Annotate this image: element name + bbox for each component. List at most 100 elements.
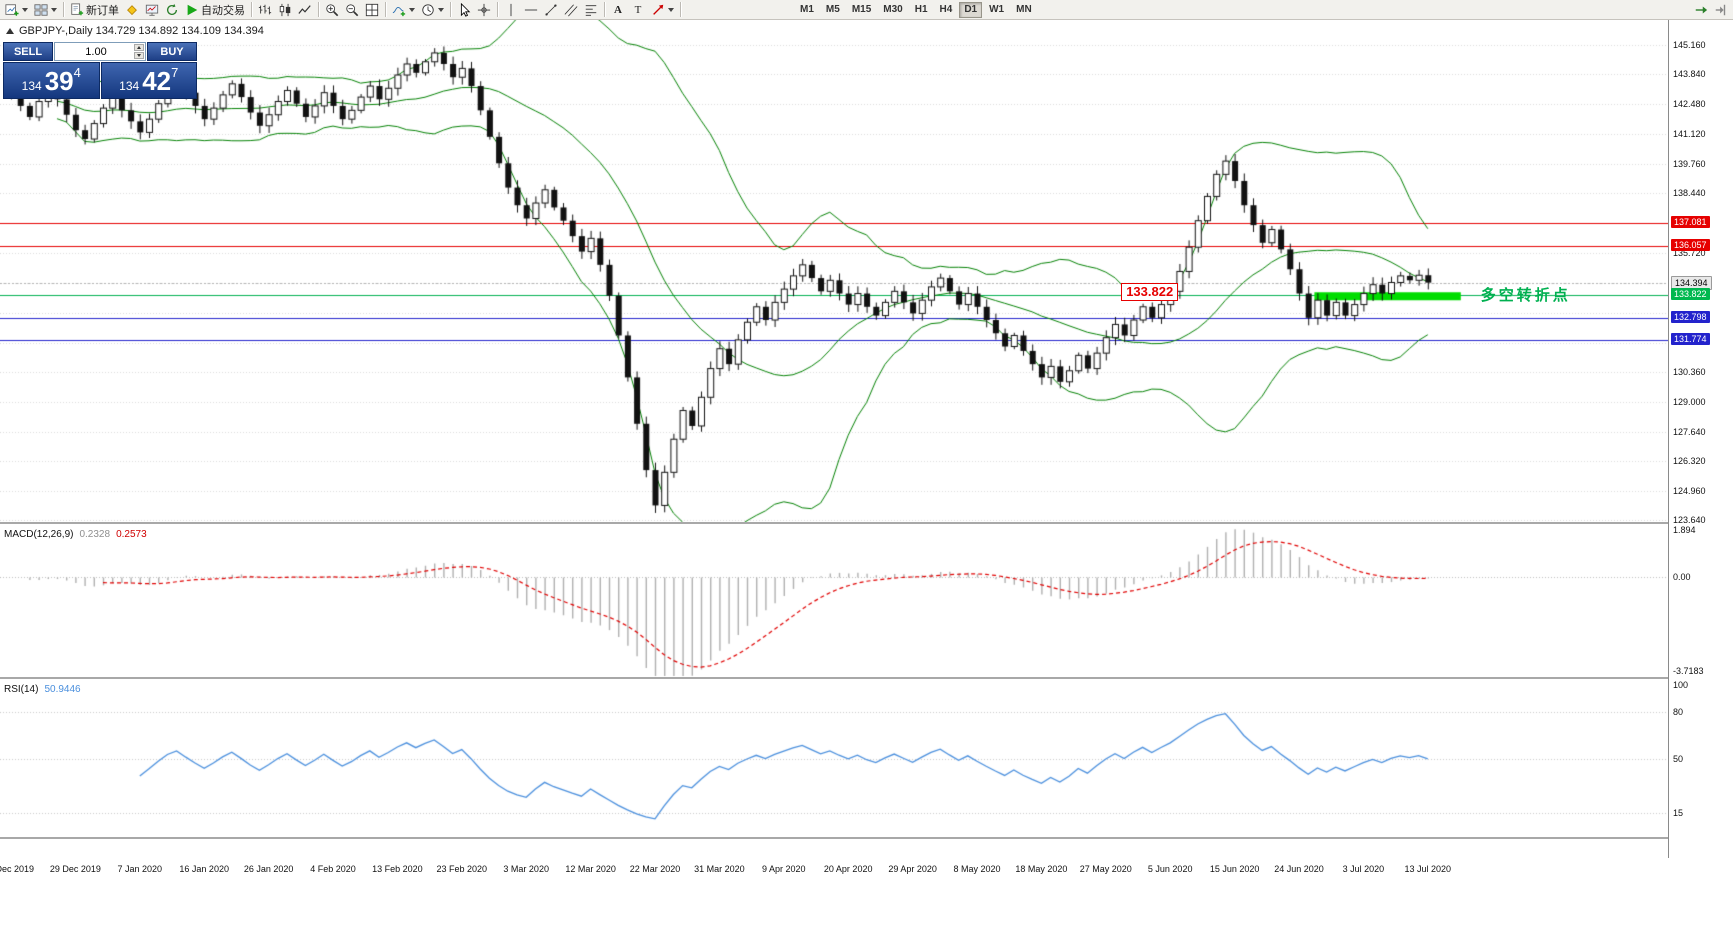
sell-price-pips: 39	[44, 65, 74, 96]
tile-windows-button[interactable]	[362, 1, 382, 19]
rsi-name: RSI(14)	[4, 684, 39, 695]
symbol-ohlc-text: GBPJPY-,Daily 134.729 134.892 134.109 13…	[19, 25, 264, 37]
tf-button-h1[interactable]: H1	[910, 2, 933, 18]
tf-button-h4[interactable]: H4	[935, 2, 958, 18]
tf-button-m1[interactable]: M1	[795, 2, 819, 18]
price-tick: 141.120	[1673, 129, 1706, 140]
date-label: 22 Mar 2020	[629, 864, 681, 874]
buy-header[interactable]: BUY	[147, 42, 197, 61]
line-chart-button[interactable]	[295, 1, 315, 19]
trendline-button[interactable]	[541, 1, 561, 19]
price-tick: 143.840	[1673, 69, 1706, 80]
collapse-icon[interactable]	[6, 28, 14, 34]
tf-button-mn[interactable]: MN	[1011, 2, 1037, 18]
periods-button[interactable]	[418, 1, 447, 19]
crosshair-icon	[477, 3, 491, 17]
buy-price-button[interactable]: 134 42 7	[100, 62, 197, 99]
rsi-tick: 50	[1673, 753, 1684, 764]
rsi-label: RSI(14) 50.9446	[4, 684, 81, 695]
candles-icon	[278, 3, 292, 17]
date-label: 9 Dec 2019	[0, 864, 35, 874]
text-tool-button[interactable]: A	[608, 1, 628, 19]
macd-tick: 1.894	[1673, 525, 1696, 535]
new-chart-button[interactable]	[2, 1, 31, 19]
mql-community-button[interactable]	[122, 1, 142, 19]
sell-price-fraction: 4	[73, 65, 81, 80]
window-separator[interactable]	[0, 677, 1733, 679]
macd-tick: 0.00	[1673, 571, 1691, 582]
date-label: 27 May 2020	[1079, 864, 1132, 874]
horizontal-line-button[interactable]	[521, 1, 541, 19]
tf-button-m30[interactable]: M30	[878, 2, 907, 18]
bar-chart-button[interactable]	[255, 1, 275, 19]
candlestick-chart-button[interactable]	[275, 1, 295, 19]
profiles-button[interactable]	[31, 1, 60, 19]
new-order-icon	[70, 3, 84, 17]
sell-price-button[interactable]: 134 39 4	[3, 62, 100, 99]
arrow-objects-button[interactable]	[648, 1, 677, 19]
time-scale[interactable]: 9 Dec 2019 29 Dec 2019 7 Jan 2020 16 Jan 20…	[0, 860, 1668, 880]
market-watch-button[interactable]	[142, 1, 162, 19]
text-label-button[interactable]: T	[628, 1, 648, 19]
lot-size-input[interactable]	[55, 44, 145, 59]
toolbar-separator	[604, 2, 605, 17]
chart-title: GBPJPY-,Daily 134.729 134.892 134.109 13…	[6, 25, 264, 37]
window-separator[interactable]	[0, 522, 1733, 524]
rsi-axis: 100 80 50 15	[1669, 680, 1733, 837]
price-tick: 127.640	[1673, 426, 1706, 437]
indicator-add-icon	[392, 3, 406, 17]
macd-canvas[interactable]	[0, 525, 1668, 677]
zoom-in-button[interactable]	[322, 1, 342, 19]
crosshair-button[interactable]	[474, 1, 494, 19]
price-level-chip-blue: 131.774	[1671, 333, 1710, 346]
lot-increase-button[interactable]	[134, 44, 144, 51]
price-scale[interactable]: 145.160 143.840 142.480 141.120 139.760 138.4…	[1668, 20, 1733, 858]
date-label: 16 Jan 2020	[179, 864, 229, 874]
autotrading-label: 自动交易	[201, 4, 245, 17]
zoom-out-button[interactable]	[342, 1, 362, 19]
tf-button-m5[interactable]: M5	[821, 2, 845, 18]
new-order-button[interactable]: 新订单	[67, 1, 122, 19]
timeframe-group: M1 M5 M15 M30 H1 H4 D1 W1 MN	[794, 1, 1038, 18]
date-label: 7 Jan 2020	[117, 864, 163, 874]
toolbar-separator	[385, 2, 386, 17]
text-tool-icon: A	[614, 3, 622, 16]
chevron-down-icon	[668, 7, 674, 12]
date-label: 26 Jan 2020	[243, 864, 294, 874]
price-level-flag[interactable]: 133.822	[1121, 283, 1179, 302]
price-chart-canvas[interactable]	[0, 20, 1668, 522]
rsi-canvas[interactable]	[0, 680, 1668, 837]
date-label: 31 Mar 2020	[694, 864, 745, 874]
date-label: 8 May 2020	[953, 864, 1001, 874]
buy-price-pips: 42	[142, 65, 172, 96]
vertical-line-button[interactable]	[501, 1, 521, 19]
horizontal-line-icon	[524, 3, 538, 17]
channel-button[interactable]	[561, 1, 581, 19]
toolbar-separator	[251, 2, 252, 17]
tf-button-m15[interactable]: M15	[847, 2, 876, 18]
window-separator[interactable]	[0, 837, 1733, 839]
chart-shift-button[interactable]	[1711, 1, 1731, 19]
chevron-down-icon	[51, 7, 57, 12]
cursor-button[interactable]	[454, 1, 474, 19]
line-chart-icon	[298, 3, 312, 17]
sell-header[interactable]: SELL	[3, 42, 53, 61]
pivot-annotation-text[interactable]: 多空转折点	[1480, 287, 1571, 305]
auto-scroll-button[interactable]	[1691, 1, 1711, 19]
price-level-chip-red: 136.057	[1671, 238, 1710, 251]
text-label-icon: T	[634, 3, 642, 16]
fibonacci-button[interactable]	[581, 1, 601, 19]
price-tick: 129.000	[1673, 396, 1706, 407]
autotrading-button[interactable]: 自动交易	[182, 1, 248, 19]
refresh-button[interactable]	[162, 1, 182, 19]
new-order-label: 新订单	[86, 4, 119, 17]
price-level-chip-green: 133.822	[1671, 288, 1710, 301]
indicators-button[interactable]	[389, 1, 418, 19]
price-tick: 130.360	[1673, 366, 1706, 377]
fibonacci-icon	[584, 3, 598, 17]
tf-button-w1[interactable]: W1	[984, 2, 1009, 18]
lot-decrease-button[interactable]	[134, 52, 144, 59]
buy-price-fraction: 7	[171, 65, 179, 80]
toolbar-separator	[497, 2, 498, 17]
tf-button-d1[interactable]: D1	[959, 1, 983, 18]
